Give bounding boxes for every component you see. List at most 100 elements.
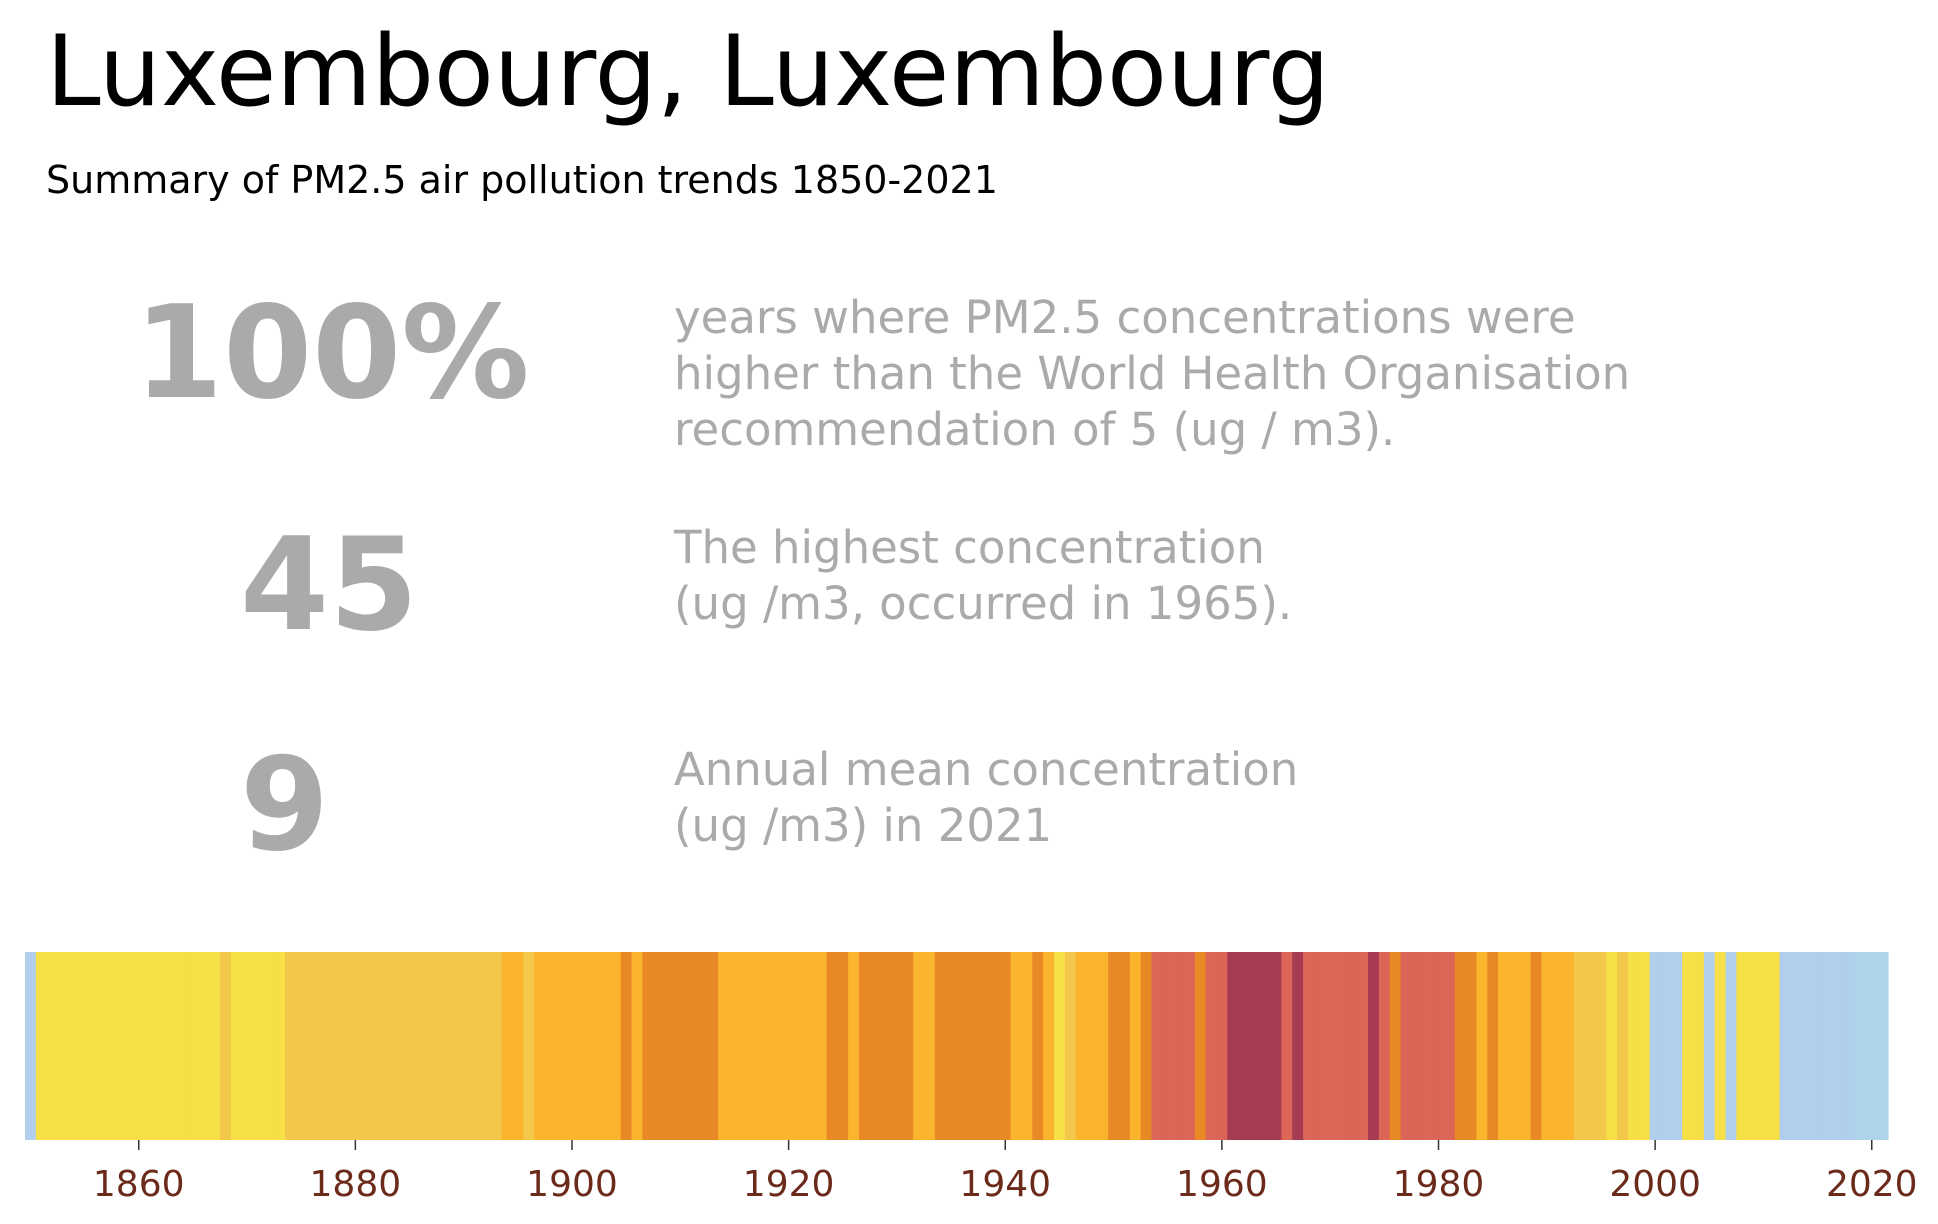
stat-highest-description-line: (ug /m3, occurred in 1965).: [674, 577, 1293, 630]
stripe-year-1966: [1281, 952, 1293, 1140]
stripe-year-2015: [1812, 952, 1824, 1140]
stripe-year-1869: [230, 952, 243, 1140]
stripe-year-1862: [154, 952, 167, 1140]
stripe-year-2019: [1855, 952, 1867, 1140]
stripe-year-1929: [880, 952, 893, 1140]
stripe-year-1890: [458, 952, 470, 1140]
stripe-year-2007: [1725, 952, 1737, 1140]
stripe-year-1980: [1433, 952, 1445, 1140]
stripe-year-1969: [1313, 952, 1326, 1140]
stat-highest-concentration: 45: [240, 511, 419, 660]
stripe-year-1972: [1346, 952, 1358, 1140]
stripe-year-1950: [1108, 952, 1120, 1140]
stripe-year-1900: [566, 952, 579, 1140]
stripe-year-1964: [1259, 952, 1272, 1140]
stripe-year-1883: [382, 952, 394, 1140]
stripe-year-1887: [425, 952, 438, 1140]
stripe-year-1961: [1227, 952, 1239, 1140]
stripe-year-1916: [739, 952, 752, 1140]
stripe-year-1874: [284, 952, 297, 1140]
stat-annual-mean-description: Annual mean concentration (ug /m3) in 20…: [674, 742, 1298, 854]
stripe-year-1987: [1508, 952, 1521, 1140]
stripe-year-1902: [588, 952, 600, 1140]
stripe-year-1879: [339, 952, 351, 1140]
stripe-year-1907: [642, 952, 654, 1140]
stripe-year-1892: [479, 952, 492, 1140]
stripe-year-1915: [729, 952, 741, 1140]
stripe-year-1919: [772, 952, 784, 1140]
stripe-year-2002: [1671, 952, 1683, 1140]
stat-percent-description-line: years where PM2.5 concentrations were: [674, 291, 1576, 344]
stripe-year-1928: [869, 952, 882, 1140]
page-subtitle: Summary of PM2.5 air pollution trends 18…: [46, 158, 998, 202]
x-tick-label: 1940: [959, 1164, 1051, 1205]
stripe-year-1946: [1064, 952, 1077, 1140]
stripe-year-1944: [1043, 952, 1055, 1140]
stripe-year-1973: [1357, 952, 1369, 1140]
stripe-year-1931: [902, 952, 914, 1140]
stat-percent-description: years where PM2.5 concentrations were hi…: [674, 290, 1630, 458]
stripe-year-2005: [1703, 952, 1716, 1140]
stripe-year-1925: [837, 952, 849, 1140]
stripe-year-1951: [1118, 952, 1131, 1140]
stripe-year-1901: [577, 952, 589, 1140]
stat-annual-mean: 9: [240, 731, 330, 880]
stripe-year-1999: [1638, 952, 1651, 1140]
stripe-year-1943: [1032, 952, 1044, 1140]
x-tick-label: 2020: [1826, 1164, 1918, 1205]
stripe-year-1918: [761, 952, 773, 1140]
stripe-year-1917: [750, 952, 763, 1140]
stripe-year-1850: [25, 952, 37, 1140]
stripe-year-1940: [999, 952, 1012, 1140]
stripe-year-1974: [1368, 952, 1380, 1140]
stripe-year-1891: [469, 952, 481, 1140]
stripe-year-2001: [1660, 952, 1672, 1140]
stripe-year-1992: [1563, 952, 1575, 1140]
stripe-year-1997: [1617, 952, 1629, 1140]
stripe-year-2000: [1649, 952, 1662, 1140]
stripe-year-1989: [1530, 952, 1542, 1140]
stripe-year-1935: [945, 952, 958, 1140]
stripe-year-1963: [1248, 952, 1261, 1140]
stripe-year-1906: [631, 952, 643, 1140]
stripe-year-1978: [1411, 952, 1423, 1140]
stripe-year-1986: [1498, 952, 1510, 1140]
stripe-year-1895: [512, 952, 524, 1140]
stripe-year-1956: [1173, 952, 1185, 1140]
stat-annual-mean-description-line: (ug /m3) in 2021: [674, 799, 1053, 852]
stripe-year-1863: [165, 952, 178, 1140]
stripe-year-1962: [1238, 952, 1250, 1140]
stripe-year-1936: [956, 952, 968, 1140]
stripe-year-1885: [404, 952, 416, 1140]
stripe-year-1908: [653, 952, 665, 1140]
stripe-year-1888: [436, 952, 449, 1140]
stripe-year-1942: [1021, 952, 1033, 1140]
stripe-year-1882: [371, 952, 384, 1140]
stripe-year-1971: [1335, 952, 1348, 1140]
stripe-year-2014: [1801, 952, 1813, 1140]
stripe-year-1878: [328, 952, 340, 1140]
stripe-year-1922: [804, 952, 817, 1140]
stripe-year-1873: [274, 952, 286, 1140]
stripe-year-1927: [859, 952, 871, 1140]
stripe-year-1852: [46, 952, 59, 1140]
stripe-year-1968: [1303, 952, 1315, 1140]
stripe-year-1889: [447, 952, 459, 1140]
x-tick-label: 1920: [743, 1164, 835, 1205]
stripe-year-1877: [317, 952, 329, 1140]
stripe-year-2008: [1736, 952, 1748, 1140]
stripe-year-1993: [1573, 952, 1586, 1140]
stripe-year-1858: [111, 952, 124, 1140]
stripe-year-1949: [1097, 952, 1109, 1140]
stripe-year-1853: [57, 952, 69, 1140]
x-tick-label: 1960: [1176, 1164, 1268, 1205]
stripe-year-2017: [1833, 952, 1846, 1140]
stripe-year-2006: [1714, 952, 1727, 1140]
stripe-year-1920: [783, 952, 795, 1140]
stripe-year-1884: [393, 952, 405, 1140]
stripe-year-1976: [1389, 952, 1402, 1140]
stripe-year-1913: [707, 952, 719, 1140]
stripe-year-1995: [1595, 952, 1607, 1140]
stripe-year-1981: [1443, 952, 1456, 1140]
x-tick-label: 1980: [1393, 1164, 1485, 1205]
